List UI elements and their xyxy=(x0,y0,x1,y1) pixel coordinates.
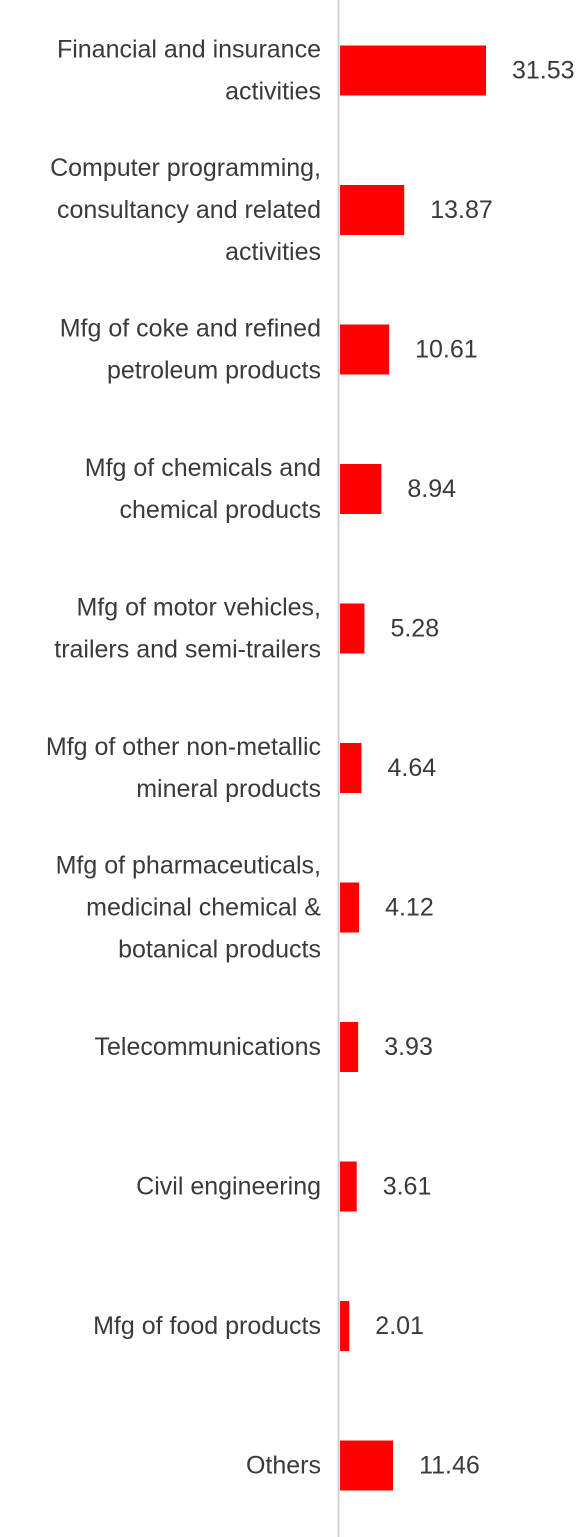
category-label-line: mineral products xyxy=(136,775,321,803)
category-label-line: Financial and insurance xyxy=(57,36,321,64)
category-label: Mfg of chemicals and chemical products xyxy=(85,454,321,524)
category-label-line: trailers and semi-trailers xyxy=(54,636,321,664)
bar xyxy=(340,324,390,375)
value-label: 3.61 xyxy=(383,1173,432,1201)
category-label-line: Mfg of coke and refined xyxy=(60,315,321,343)
category-label: Mfg of pharmaceuticals, medicinal chemica… xyxy=(56,852,322,964)
value-label: 4.64 xyxy=(387,754,436,782)
category-label-line: Telecommunications xyxy=(95,1033,322,1061)
category-label: Mfg of coke and refined petroleum product… xyxy=(60,315,321,385)
category-labels-group: Financial and insuranceactivitiesCompute… xyxy=(46,36,321,1480)
category-label: Mfg of other non-metallic mineral product… xyxy=(46,733,321,803)
category-label-line: activities xyxy=(225,238,321,266)
bar xyxy=(340,1440,394,1491)
value-labels-group: 31.53 13.87 10.61 8.94 5.28 4.64 4.12 3.93 3.61 2… xyxy=(375,57,574,1480)
category-label: Others xyxy=(246,1452,321,1480)
category-label-line: petroleum products xyxy=(107,357,321,385)
bar xyxy=(340,743,362,793)
bar xyxy=(340,45,486,96)
category-label-line: Computer programming, xyxy=(50,154,321,182)
category-label-line: Mfg of chemicals and xyxy=(85,454,321,482)
value-label: 2.01 xyxy=(375,1312,424,1340)
bar xyxy=(340,1301,350,1351)
category-label: Financial and insurance activities xyxy=(57,36,321,106)
category-label-line: Mfg of food products xyxy=(93,1312,321,1340)
value-label: 10.61 xyxy=(415,336,478,364)
category-label-line: consultancy and related xyxy=(57,196,321,224)
category-label-line: medicinal chemical & xyxy=(86,894,321,922)
category-label-line: botanical products xyxy=(118,936,321,964)
value-label: 13.87 xyxy=(430,196,493,224)
value-label: 5.28 xyxy=(390,615,439,643)
category-label: Computer programming, consultancy and rel… xyxy=(50,154,321,266)
category-label: Mfg of motor vehicles, trailers and semi-… xyxy=(54,594,321,664)
value-label: 4.12 xyxy=(385,894,434,922)
value-label: 31.53 xyxy=(512,57,575,85)
bars-group xyxy=(340,45,486,1491)
category-label-line: Civil engineering xyxy=(136,1173,321,1201)
category-label-line: Mfg of pharmaceuticals, xyxy=(56,852,321,880)
category-label: Telecommunications xyxy=(95,1033,322,1061)
bar xyxy=(340,464,382,514)
category-label-line: activities xyxy=(225,78,321,106)
category-label-line: chemical products xyxy=(120,496,321,524)
category-label: Mfg of food products xyxy=(93,1312,321,1340)
value-label: 8.94 xyxy=(407,475,456,503)
category-label-line: Mfg of motor vehicles, xyxy=(76,594,321,622)
bar xyxy=(340,185,405,235)
value-label: 3.93 xyxy=(384,1033,433,1061)
value-label: 11.46 xyxy=(419,1452,480,1480)
bar xyxy=(340,1022,359,1072)
category-label-line: Mfg of other non-metallic xyxy=(46,733,321,761)
bar xyxy=(340,1161,357,1212)
category-label: Civil engineering xyxy=(136,1173,321,1201)
category-label-line: Others xyxy=(246,1452,321,1480)
bar xyxy=(340,603,365,654)
bar xyxy=(340,882,360,933)
